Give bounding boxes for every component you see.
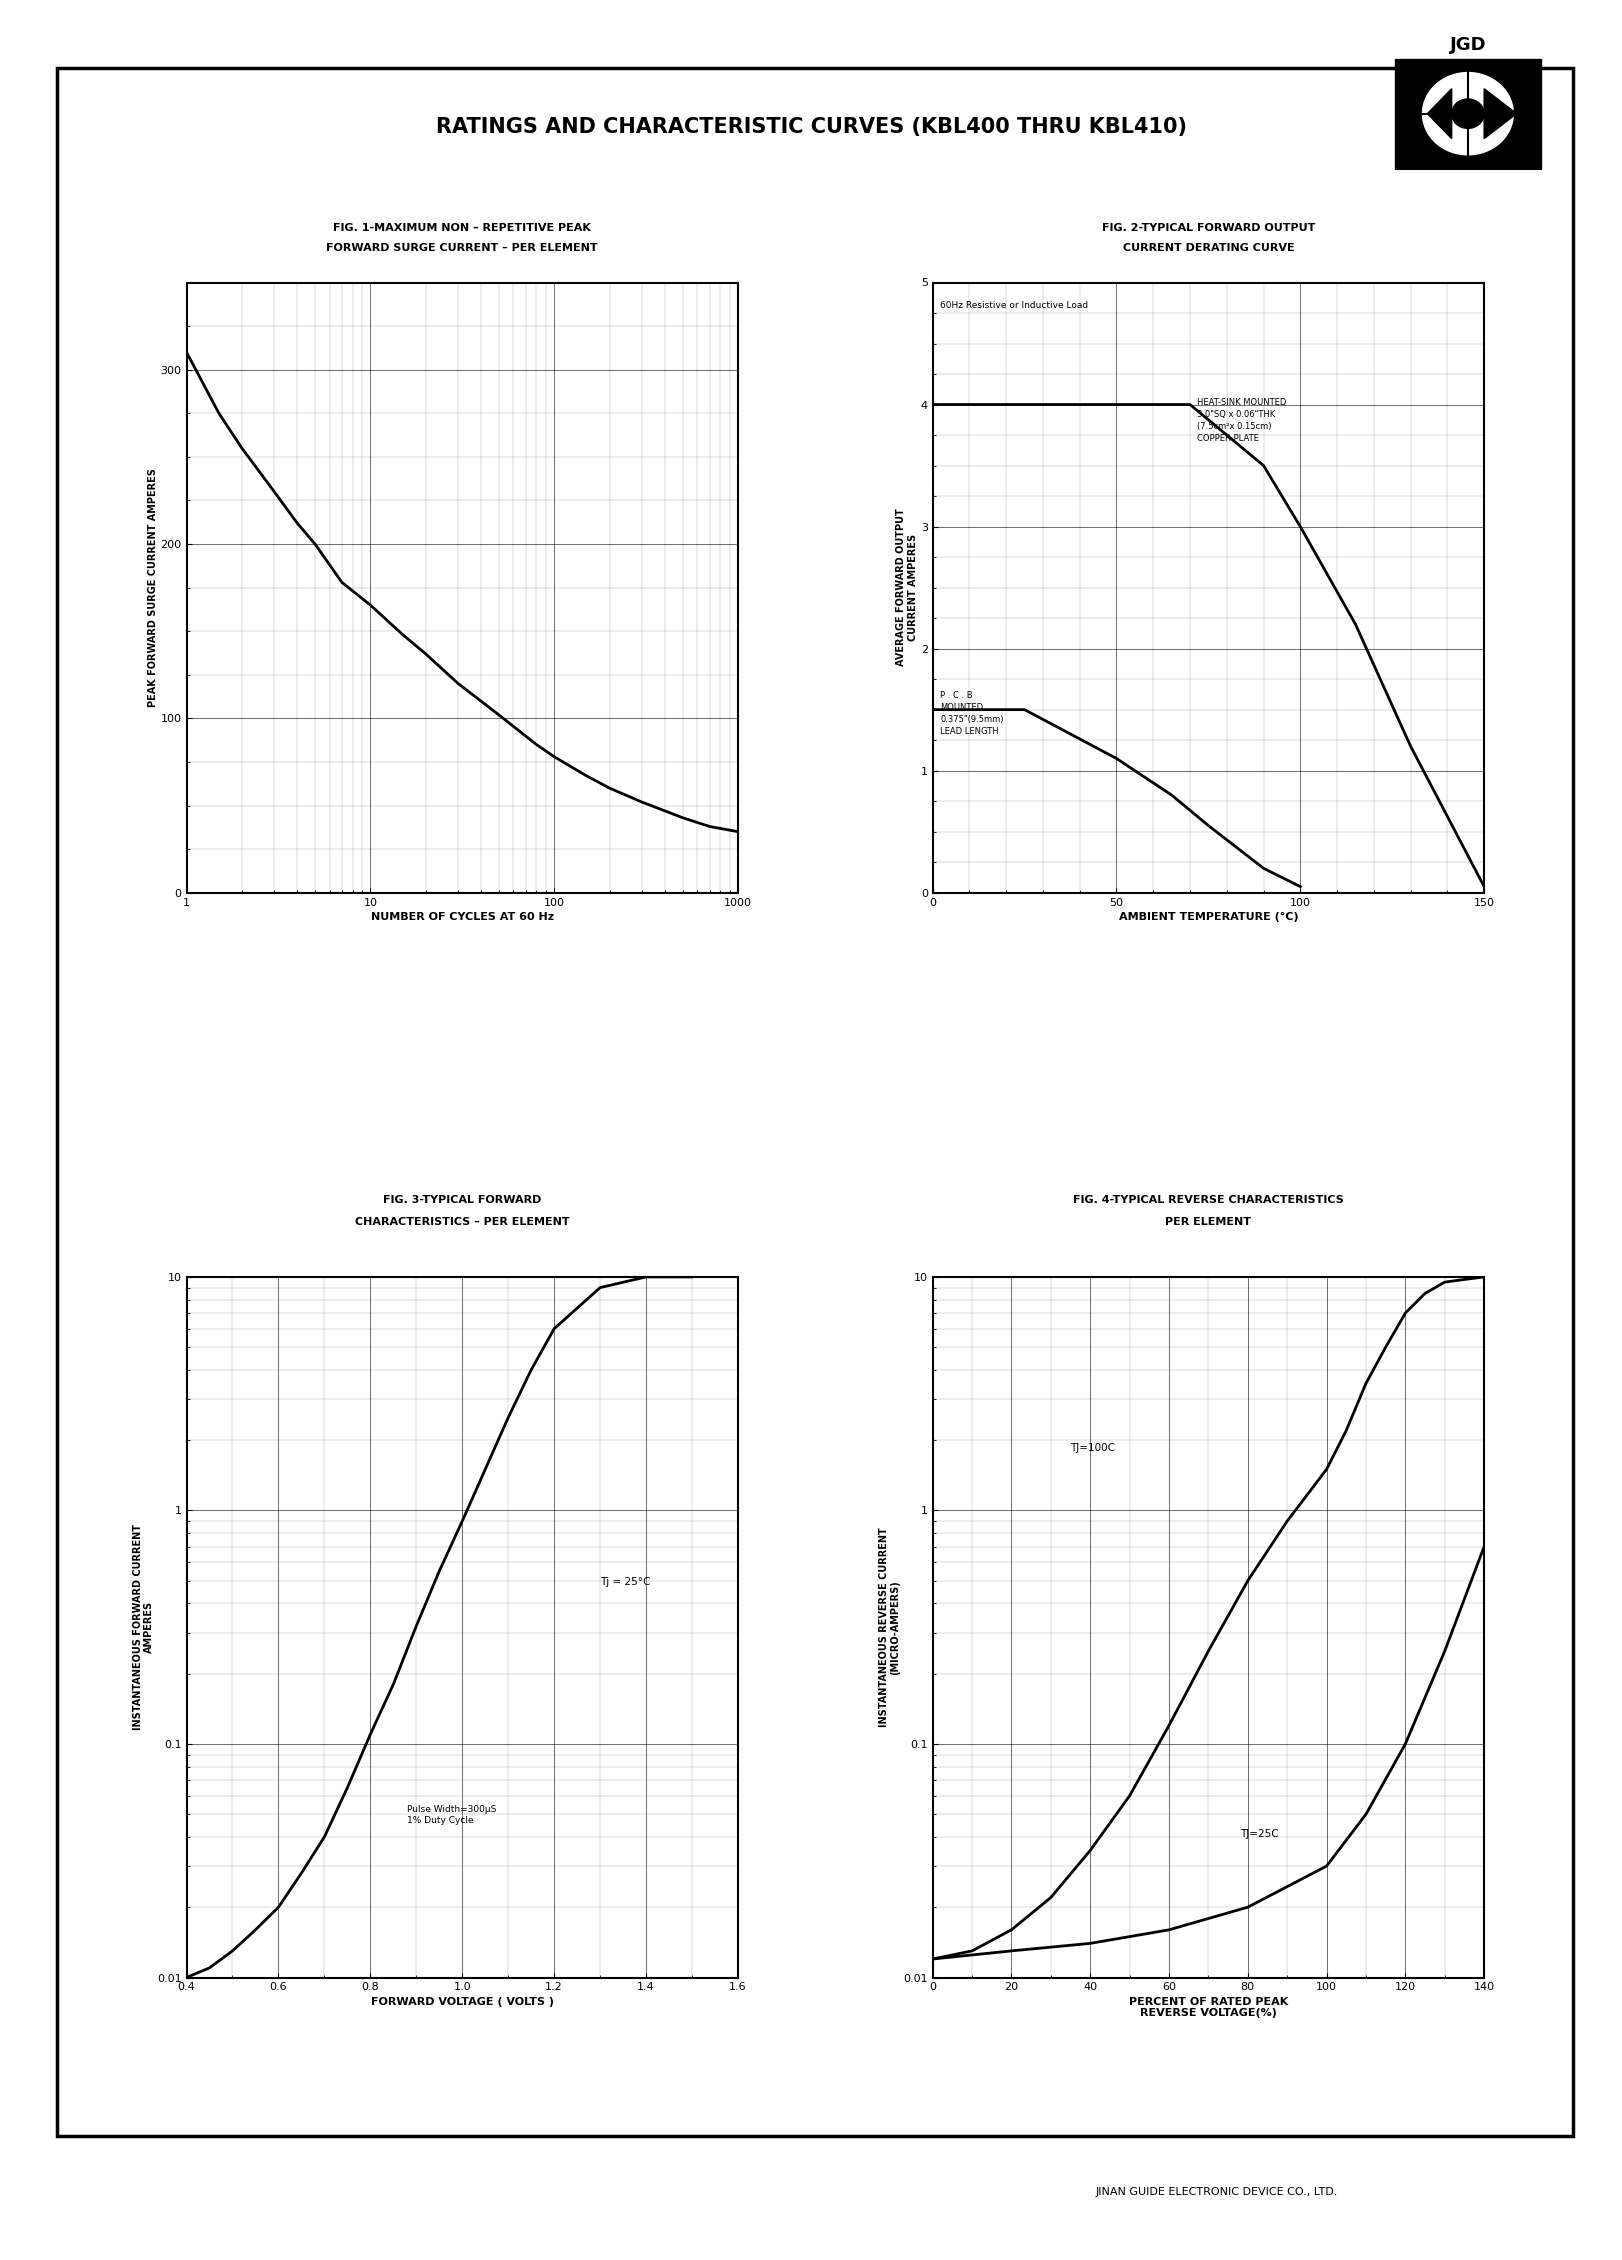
Text: RATINGS AND CHARACTERISTIC CURVES (KBL400 THRU KBL410): RATINGS AND CHARACTERISTIC CURVES (KBL40… bbox=[435, 118, 1187, 136]
Text: 60Hz Resistive or Inductive Load: 60Hz Resistive or Inductive Load bbox=[941, 301, 1088, 310]
Bar bbox=[1395, 59, 1541, 170]
Text: JGD: JGD bbox=[1450, 36, 1486, 54]
Text: FIG. 3-TYPICAL FORWARD: FIG. 3-TYPICAL FORWARD bbox=[383, 1196, 542, 1205]
Text: CHARACTERISTICS – PER ELEMENT: CHARACTERISTICS – PER ELEMENT bbox=[355, 1218, 569, 1227]
Text: TJ=100C: TJ=100C bbox=[1071, 1442, 1116, 1453]
Text: TJ=25C: TJ=25C bbox=[1239, 1828, 1278, 1840]
Y-axis label: INSTANTANEOUS FORWARD CURRENT
AMPERES: INSTANTANEOUS FORWARD CURRENT AMPERES bbox=[133, 1523, 154, 1731]
Text: FIG. 2-TYPICAL FORWARD OUTPUT: FIG. 2-TYPICAL FORWARD OUTPUT bbox=[1101, 224, 1315, 233]
Text: Tj = 25°C: Tj = 25°C bbox=[600, 1577, 650, 1587]
Text: CURRENT DERATING CURVE: CURRENT DERATING CURVE bbox=[1122, 244, 1294, 253]
X-axis label: FORWARD VOLTAGE ( VOLTS ): FORWARD VOLTAGE ( VOLTS ) bbox=[371, 1996, 553, 2007]
Text: P . C . B
MOUNTED
0.375"(9.5mm)
LEAD LENGTH: P . C . B MOUNTED 0.375"(9.5mm) LEAD LEN… bbox=[941, 692, 1004, 737]
Text: FIG. 1-MAXIMUM NON – REPETITIVE PEAK: FIG. 1-MAXIMUM NON – REPETITIVE PEAK bbox=[334, 224, 590, 233]
Polygon shape bbox=[1427, 88, 1452, 138]
Text: FORWARD SURGE CURRENT – PER ELEMENT: FORWARD SURGE CURRENT – PER ELEMENT bbox=[326, 244, 599, 253]
X-axis label: AMBIENT TEMPERATURE (°C): AMBIENT TEMPERATURE (°C) bbox=[1119, 911, 1298, 922]
Y-axis label: INSTANTANEOUS REVERSE CURRENT
(MICRO-AMPERS): INSTANTANEOUS REVERSE CURRENT (MICRO-AMP… bbox=[879, 1528, 900, 1727]
Y-axis label: AVERAGE FORWARD OUTPUT
CURRENT AMPERES: AVERAGE FORWARD OUTPUT CURRENT AMPERES bbox=[897, 508, 918, 667]
Circle shape bbox=[1422, 72, 1513, 154]
Text: FIG. 4-TYPICAL REVERSE CHARACTERISTICS: FIG. 4-TYPICAL REVERSE CHARACTERISTICS bbox=[1074, 1196, 1343, 1205]
Text: JINAN GUIDE ELECTRONIC DEVICE CO., LTD.: JINAN GUIDE ELECTRONIC DEVICE CO., LTD. bbox=[1095, 2188, 1338, 2197]
Y-axis label: PEAK FORWARD SURGE CURRENT AMPERES: PEAK FORWARD SURGE CURRENT AMPERES bbox=[148, 468, 157, 707]
Text: Pulse Width=300μS
1% Duty Cycle: Pulse Width=300μS 1% Duty Cycle bbox=[407, 1803, 496, 1826]
Circle shape bbox=[1452, 99, 1484, 129]
Text: HEAT-SINK MOUNTED
3.0"SQ x 0.06"THK
(7.5cm²x 0.15cm)
COPPER PLATE: HEAT-SINK MOUNTED 3.0"SQ x 0.06"THK (7.5… bbox=[1197, 398, 1286, 443]
Polygon shape bbox=[1484, 88, 1517, 138]
X-axis label: PERCENT OF RATED PEAK
REVERSE VOLTAGE(%): PERCENT OF RATED PEAK REVERSE VOLTAGE(%) bbox=[1129, 1996, 1288, 2018]
Text: PER ELEMENT: PER ELEMENT bbox=[1165, 1218, 1252, 1227]
X-axis label: NUMBER OF CYCLES AT 60 Hz: NUMBER OF CYCLES AT 60 Hz bbox=[371, 911, 553, 922]
